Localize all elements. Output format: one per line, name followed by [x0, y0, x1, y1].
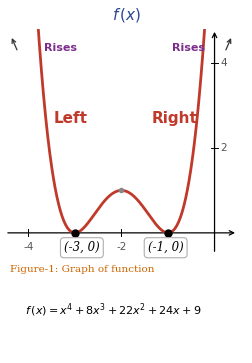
- Text: Right: Right: [151, 111, 197, 126]
- Text: 4: 4: [219, 58, 226, 68]
- Text: (-3, 0): (-3, 0): [64, 241, 99, 254]
- Text: (-1, 0): (-1, 0): [147, 241, 183, 254]
- Text: Left: Left: [53, 111, 87, 126]
- Text: Rises: Rises: [172, 43, 205, 53]
- Text: -2: -2: [116, 242, 126, 252]
- Text: 2: 2: [219, 143, 226, 153]
- Text: Rises: Rises: [44, 43, 77, 53]
- Text: Figure-1: Graph of function: Figure-1: Graph of function: [10, 265, 154, 274]
- Text: -4: -4: [23, 242, 34, 252]
- Text: $f\,(x)$: $f\,(x)$: [111, 5, 141, 24]
- Text: $f\,(x) = x^4 + 8x^3 + 22x^2 + 24x + 9$: $f\,(x) = x^4 + 8x^3 + 22x^2 + 24x + 9$: [25, 301, 201, 319]
